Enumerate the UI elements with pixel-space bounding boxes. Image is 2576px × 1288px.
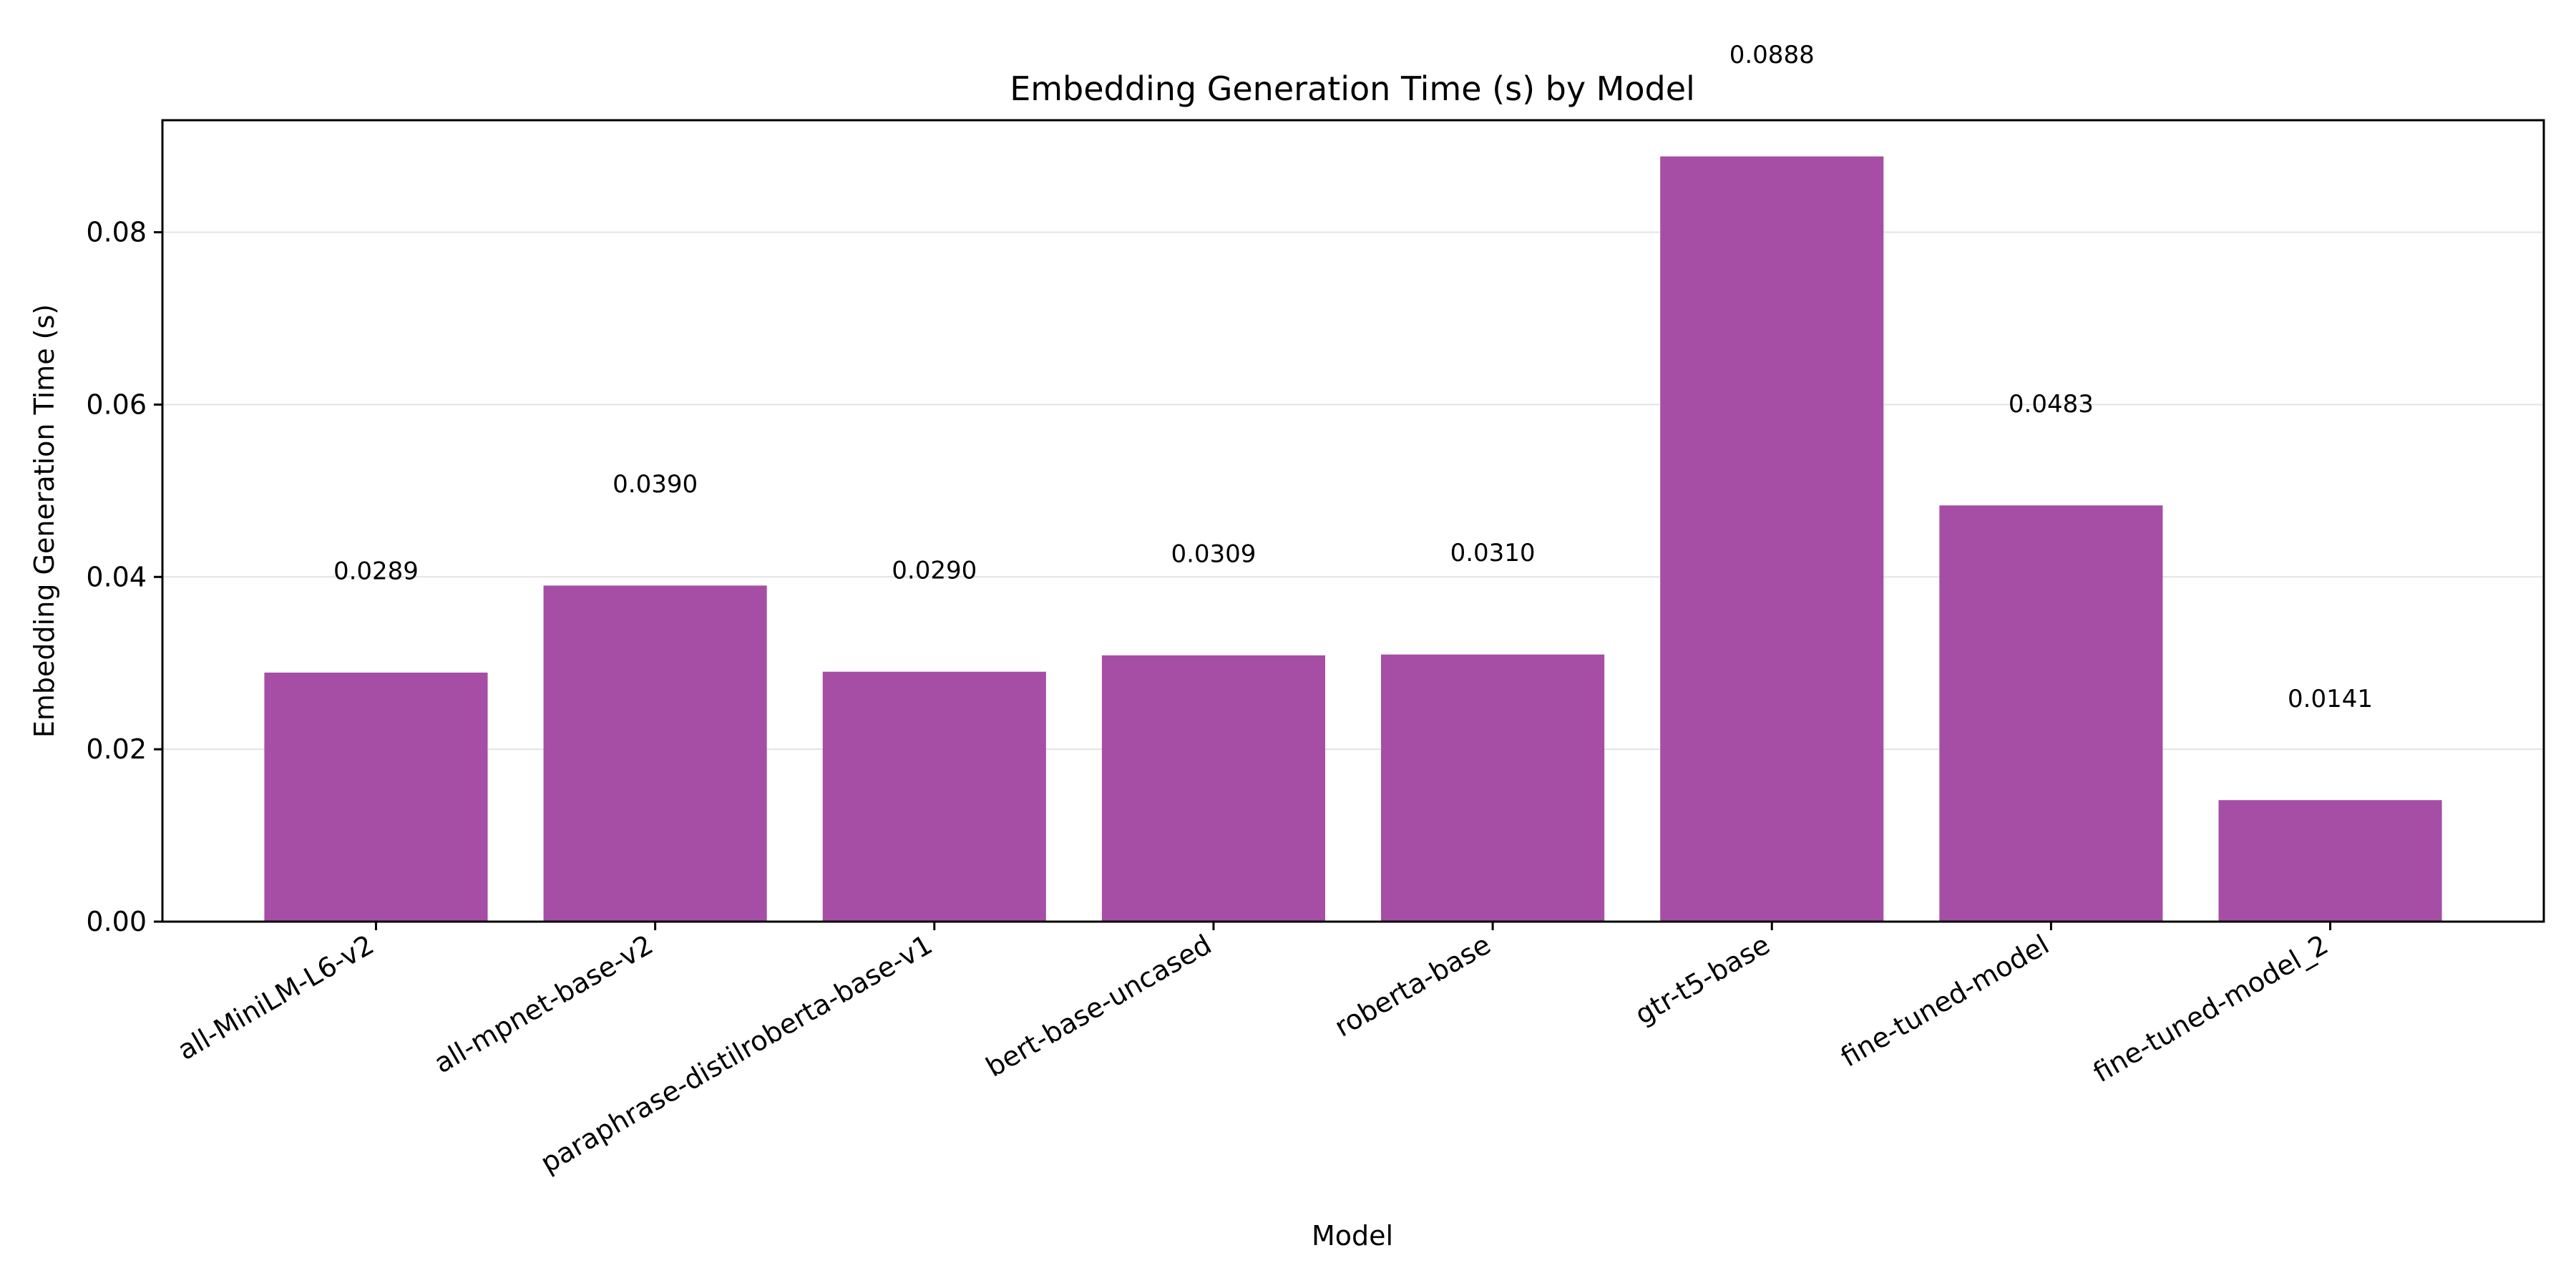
value-label: 0.0289 — [333, 557, 419, 586]
bar — [822, 671, 1046, 922]
x-tick-label: fine-tuned-model_2 — [2088, 929, 2333, 1089]
value-label: 0.0290 — [892, 556, 977, 585]
value-labels: 0.0289 0.0390 0.0290 0.0309 0.0310 0.0888 0.04… — [333, 41, 2373, 713]
x-axis-label: Model — [1312, 1220, 1393, 1252]
bar — [2218, 800, 2442, 922]
value-label: 0.0390 — [613, 470, 698, 499]
bar — [1660, 156, 1884, 922]
y-axis-label: Embedding Generation Time (s) — [29, 304, 60, 738]
x-tick-label: bert-base-uncased — [980, 929, 1216, 1083]
value-label: 0.0483 — [2009, 390, 2094, 419]
bar — [1939, 505, 2163, 922]
bar — [543, 585, 767, 922]
y-tick-label: 0.02 — [86, 733, 147, 765]
x-tick-label: fine-tuned-model — [1835, 929, 2054, 1073]
y-tick-label: 0.08 — [86, 217, 147, 248]
value-label: 0.0141 — [2288, 685, 2373, 713]
y-tick-label: 0.06 — [86, 389, 147, 420]
value-label: 0.0888 — [1729, 41, 1815, 69]
bar — [1381, 654, 1605, 922]
y-tick-label: 0.04 — [86, 561, 147, 592]
plot-frame — [161, 119, 2545, 923]
bar — [264, 672, 488, 922]
value-label: 0.0309 — [1171, 540, 1256, 568]
value-label: 0.0310 — [1450, 539, 1536, 567]
bar — [1101, 655, 1325, 922]
x-tick-label: gtr-t5-base — [1629, 929, 1775, 1031]
grid-lines — [162, 231, 2544, 751]
y-tick-label: 0.00 — [86, 906, 147, 937]
chart-title: Embedding Generation Time (s) by Model — [1010, 69, 1695, 108]
x-axis-ticks: all-MiniLM-L6-v2 all-mpnet-base-v2paraphr… — [172, 922, 2333, 1179]
x-tick-label: all-MiniLM-L6-v2 — [172, 929, 379, 1066]
y-axis-ticks: 0.00 0.02 0.04 0.06 0.08 — [86, 217, 162, 937]
x-tick-label: all-mpnet-base-v2 — [429, 929, 658, 1080]
bars — [264, 156, 2442, 922]
x-tick-label: roberta-base — [1330, 929, 1496, 1043]
